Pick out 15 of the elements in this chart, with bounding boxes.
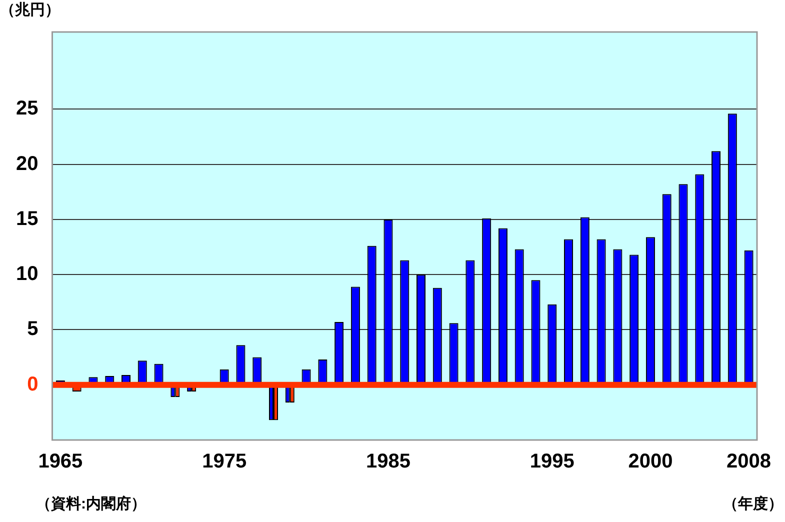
x-tick-label: 2008 bbox=[726, 450, 772, 473]
y-axis-title: （兆円） bbox=[0, 2, 60, 19]
x-tick-label: 1985 bbox=[366, 450, 410, 473]
text: （資料:内閣府） bbox=[36, 494, 146, 513]
y-tick-label: 25 bbox=[16, 98, 38, 120]
y-tick-label: 20 bbox=[16, 152, 38, 175]
x-tick-label: 1995 bbox=[530, 450, 574, 473]
y-tick-label: 0 bbox=[27, 373, 38, 396]
y-tick-label: 5 bbox=[27, 318, 38, 340]
x-tick-label: 1975 bbox=[202, 450, 247, 473]
x-tick-label: 1965 bbox=[38, 450, 83, 473]
x-axis-title: （年度） bbox=[723, 494, 783, 513]
y-tick-label: 15 bbox=[16, 208, 38, 230]
y-tick-label: 10 bbox=[16, 263, 38, 286]
x-tick-label: 2000 bbox=[628, 450, 673, 473]
